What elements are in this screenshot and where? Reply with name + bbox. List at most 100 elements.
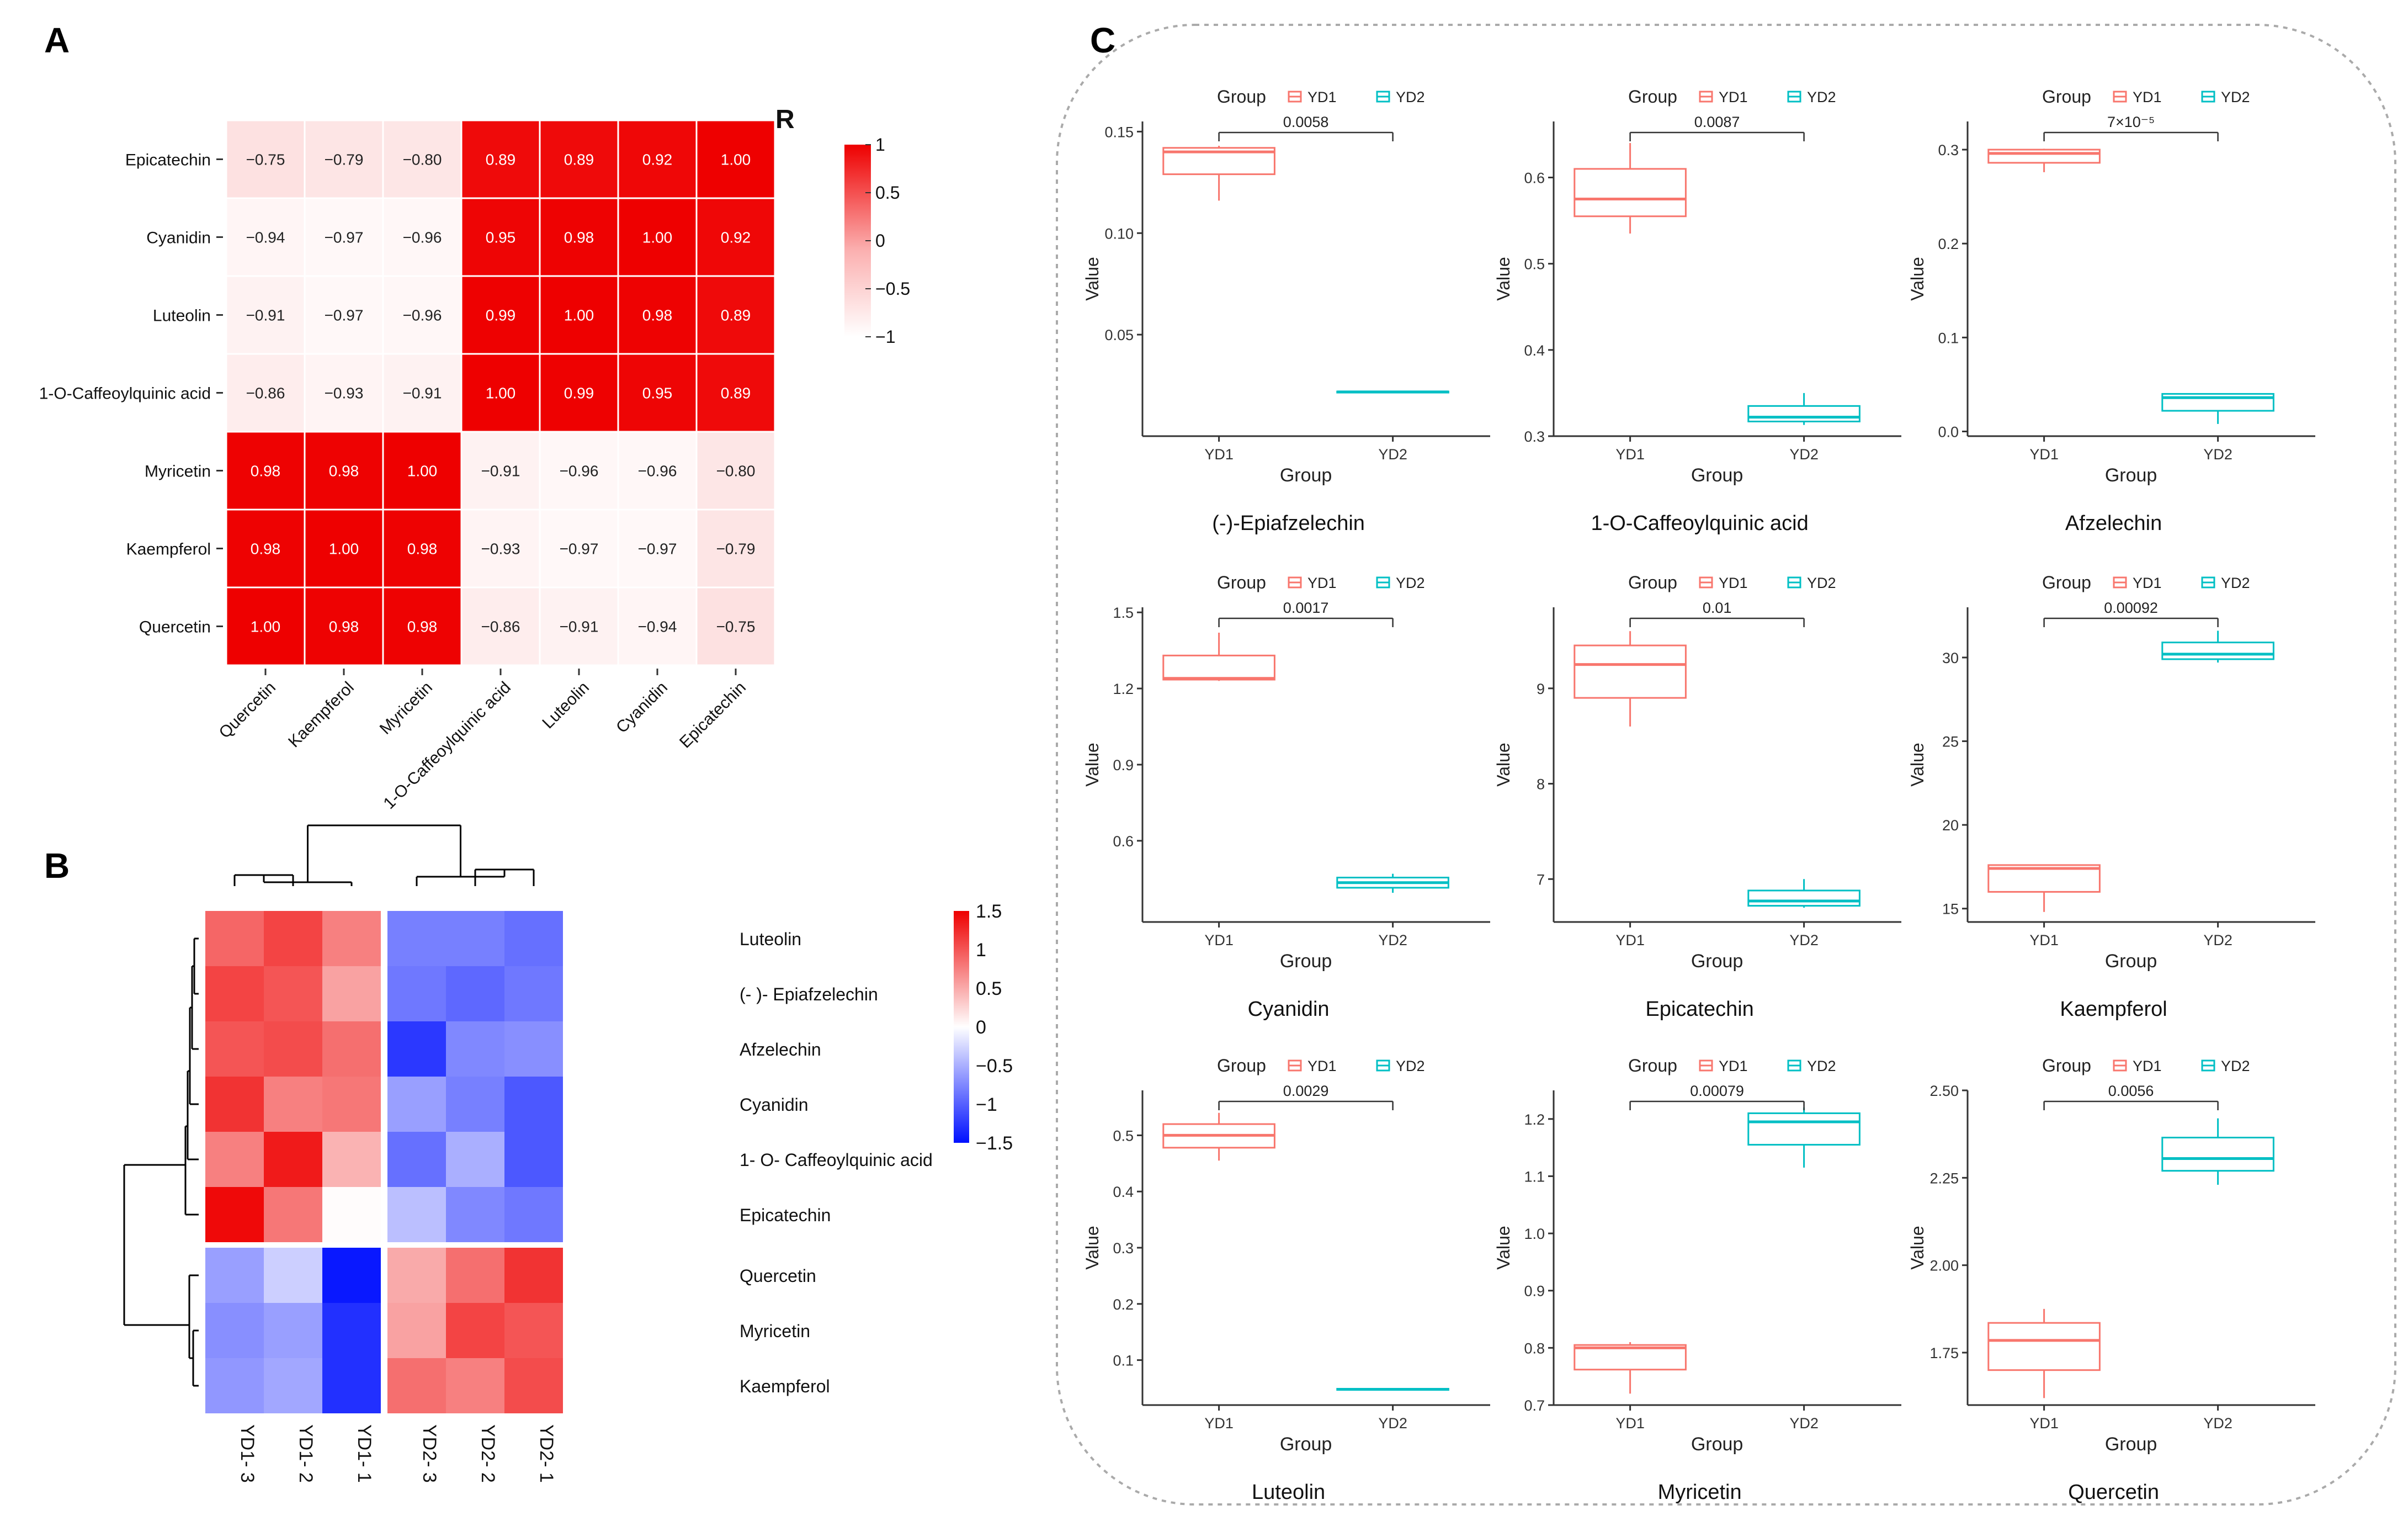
y-tick-label: 0.4	[1113, 1184, 1134, 1200]
box-body	[1574, 168, 1687, 218]
row-label: Cyanidin	[740, 1095, 809, 1115]
cell-value-label: −0.91	[246, 307, 285, 324]
y-tick-label: 1.0	[1524, 1226, 1545, 1242]
row-label: Kaempferol	[740, 1376, 830, 1396]
cell-value-label: 1.00	[407, 463, 438, 480]
heatmap-cell	[446, 911, 504, 966]
p-value-label: 0.00092	[2104, 600, 2158, 616]
heatmap-cell	[504, 911, 563, 966]
heatmap-cell	[504, 1132, 563, 1187]
legend-label: YD2	[2221, 1058, 2250, 1074]
y-axis-title: Value	[1493, 257, 1513, 300]
cell-value-label: −0.86	[481, 618, 520, 635]
p-value-label: 0.0058	[1283, 114, 1329, 130]
y-tick-label: 2.50	[1929, 1083, 1959, 1099]
box-body	[1747, 889, 1861, 907]
heatmap-cell	[446, 1303, 504, 1358]
heatmap-cell	[322, 1358, 381, 1413]
heatmap-cell	[382, 431, 463, 511]
cell-value-label: 0.92	[721, 229, 751, 246]
heatmap-cell	[695, 353, 776, 433]
y-tick-label: 1.75	[1929, 1345, 1959, 1361]
clustered-heatmap: Luteolin (- )- Epiafzelechin Afzelechin Cya…	[123, 824, 1013, 1483]
legend-label: YD1	[2133, 1058, 2162, 1074]
p-value-label: 0.00079	[1690, 1083, 1744, 1099]
heatmap-cell	[225, 197, 306, 277]
legend-label: YD2	[1396, 89, 1425, 105]
heatmap-cell	[205, 1303, 264, 1358]
cell-value-label: −0.96	[638, 463, 677, 480]
legend-tick-label: 1	[976, 940, 986, 961]
panel-label-a: A	[44, 20, 70, 60]
cell-value-label: 0.98	[407, 540, 438, 558]
heatmap-cell	[264, 1132, 322, 1187]
boxplot-panel: Group YD1 YD2 0.7 0.8 0.9 1.0 1.1 1.2 YD1 YD2 Group…	[1493, 1056, 1901, 1504]
cell-value-label: −0.75	[246, 151, 285, 168]
x-tick-label: YD2	[1789, 932, 1819, 948]
cell-value-label: 1.00	[251, 618, 281, 635]
cell-value-label: 0.98	[251, 463, 281, 480]
row-label: Epicatechin	[740, 1205, 831, 1225]
cell-value-label: −0.97	[325, 229, 364, 246]
box-body	[1747, 405, 1861, 422]
heatmap-cell	[322, 1303, 381, 1358]
legend-label: YD1	[1307, 89, 1337, 105]
plot-title: Afzelechin	[2065, 512, 2162, 535]
cell-value-label: −0.93	[481, 540, 520, 558]
x-tick-label: YD2	[2203, 932, 2232, 948]
cell-value-label: −0.79	[716, 540, 756, 558]
cell-value-label: 1.00	[564, 307, 594, 324]
heatmap-cell	[205, 1187, 264, 1242]
boxplot-panel: Group YD1 YD2 1.75 2.00 2.25 2.50 YD1 YD2 Group Va…	[1907, 1056, 2315, 1504]
heatmap-cell	[387, 1187, 446, 1242]
heatmap-cell	[446, 1021, 504, 1077]
y-tick-label: 9	[1537, 681, 1545, 697]
correlation-heatmap: −0.75 −0.79 −0.80 0.89 0.89 0.92 1.00 −0.94 −0.9…	[39, 105, 910, 813]
heatmap-cell	[446, 1187, 504, 1242]
legend-tick-label: 0	[875, 231, 885, 251]
cell-value-label: 0.89	[564, 151, 594, 168]
col-label: YD2- 3	[419, 1424, 440, 1483]
legend-tick-label: −1	[976, 1094, 997, 1115]
row-label: Myricetin	[740, 1321, 810, 1341]
panel-c-frame	[1056, 24, 2396, 1506]
heatmap-cell	[504, 966, 563, 1021]
heatmap-cell	[264, 1358, 322, 1413]
boxplot-panel: Group YD1 YD2 0.0 0.1 0.2 0.3 YD1 YD2 Group Value 7…	[1907, 87, 2315, 535]
box-body	[1987, 1322, 2101, 1371]
x-axis-title: Group	[1691, 951, 1743, 972]
heatmap-cell	[264, 1187, 322, 1242]
heatmap-cell	[322, 911, 381, 966]
heatmap-cell	[460, 275, 541, 355]
x-tick-label: YD1	[1204, 932, 1234, 948]
heatmap-cell	[446, 1132, 504, 1187]
plot-title: Luteolin	[1252, 1481, 1325, 1504]
col-label: YD1- 2	[295, 1424, 316, 1483]
heatmap-cell	[205, 1077, 264, 1132]
legend-title: Group	[2042, 573, 2091, 592]
legend-label: YD2	[1396, 1058, 1425, 1074]
p-value-label: 0.0087	[1694, 114, 1740, 130]
col-label: Quercetin	[216, 679, 279, 742]
p-value-label: 0.0056	[2108, 1083, 2154, 1099]
legend-title: R	[775, 105, 795, 134]
y-tick-label: 0.1	[1113, 1353, 1134, 1369]
y-tick-label: 7	[1537, 871, 1545, 888]
y-axis-title: Value	[1493, 1226, 1513, 1269]
x-axis-title: Group	[1280, 465, 1332, 486]
legend-label: YD1	[1719, 1058, 1748, 1074]
p-value-label: 0.01	[1703, 600, 1732, 616]
y-tick-label: 0.7	[1524, 1397, 1545, 1414]
heatmap-cell	[304, 275, 384, 355]
cell-value-label: 0.95	[486, 229, 516, 246]
boxplot-panel: Group YD1 YD2 0.3 0.4 0.5 0.6 YD1 YD2 Group Value 0…	[1493, 87, 1901, 535]
y-tick-label: 0.4	[1524, 342, 1545, 359]
cell-value-label: 1.00	[642, 229, 673, 246]
cell-value-label: −0.80	[403, 151, 442, 168]
legend-tick-label: 1	[875, 135, 885, 155]
heatmap-cell	[387, 1248, 446, 1303]
x-axis-title: Group	[2105, 951, 2157, 972]
x-tick-label: YD2	[1789, 446, 1819, 463]
heatmap-cell	[460, 586, 541, 666]
y-tick-label: 0.2	[1113, 1296, 1134, 1313]
